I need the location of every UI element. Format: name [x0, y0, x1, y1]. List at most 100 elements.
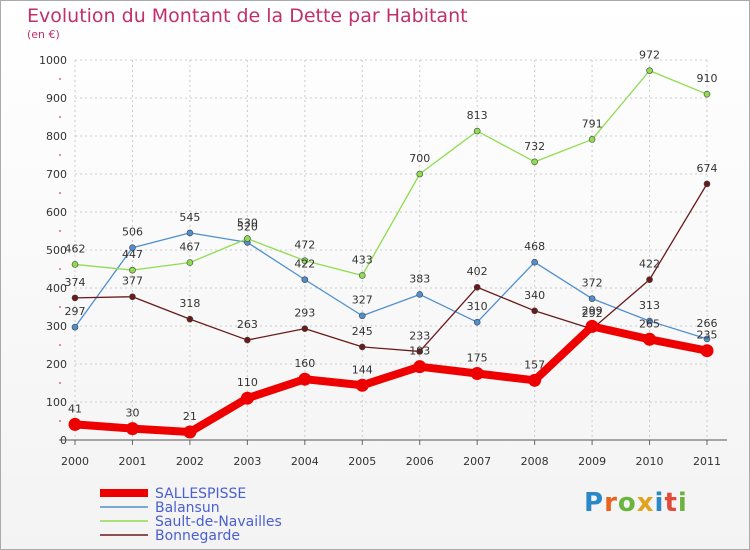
y-tick-label: 400 — [46, 282, 67, 295]
data-label: 245 — [352, 325, 373, 338]
data-label: 530 — [237, 217, 258, 230]
x-tick-label: 2004 — [291, 455, 319, 468]
data-label: 160 — [294, 357, 315, 370]
data-point — [301, 276, 309, 283]
x-tick-label: 2002 — [176, 455, 204, 468]
data-point — [71, 294, 79, 302]
data-point — [71, 323, 79, 331]
data-label: 520 — [237, 220, 258, 233]
x-tick-label: 2000 — [61, 455, 89, 468]
data-point — [358, 272, 366, 279]
data-label: 340 — [524, 289, 545, 302]
y-tick-label: 600 — [46, 206, 67, 219]
data-point — [355, 378, 369, 392]
proxiti-logo[interactable]: Proxiti — [584, 488, 688, 518]
x-tick-label: 2003 — [233, 455, 261, 468]
data-point — [244, 235, 251, 242]
data-point — [531, 158, 538, 166]
data-label: 700 — [409, 152, 430, 165]
data-label: 791 — [582, 117, 603, 130]
legend-label: Bonnegarde — [155, 528, 240, 544]
data-point — [470, 367, 484, 380]
x-tick-label: 2010 — [636, 455, 664, 468]
data-labels-layer: 297 506 545 520 422 327 383 310 468 372 313 266 462 4… — [65, 49, 718, 423]
data-point — [301, 325, 309, 332]
data-label: 972 — [639, 49, 660, 62]
data-point — [646, 276, 653, 283]
data-label: 30 — [125, 407, 139, 420]
data-point — [244, 336, 251, 344]
data-label: 263 — [237, 318, 258, 331]
data-label: 310 — [467, 300, 488, 313]
data-point — [129, 293, 136, 301]
data-label: 157 — [524, 358, 545, 371]
data-point — [186, 315, 194, 323]
data-point — [125, 422, 139, 436]
x-tick-label: 2008 — [521, 455, 549, 468]
y-tick-label: 300 — [46, 320, 67, 333]
data-label: 41 — [68, 402, 82, 415]
data-label: 674 — [697, 162, 718, 175]
data-label: 175 — [467, 352, 488, 365]
data-point — [473, 318, 481, 326]
data-point — [703, 335, 711, 343]
data-label: 110 — [237, 376, 258, 389]
data-label: 327 — [352, 294, 373, 307]
axes: 0100200300400500600700800900100020002001… — [39, 54, 727, 468]
legend-label: Sault-de-Navailles — [155, 514, 282, 530]
series-line-bonnegarde — [74, 183, 708, 353]
data-point — [240, 391, 254, 405]
data-point — [703, 180, 711, 188]
data-point — [531, 258, 538, 266]
data-label: 383 — [409, 272, 430, 285]
legend-label: Balansun — [155, 500, 220, 516]
data-label: 467 — [179, 241, 200, 254]
data-point — [585, 319, 599, 333]
data-point — [700, 344, 714, 358]
data-point — [643, 332, 657, 346]
data-label: 265 — [639, 317, 660, 330]
series-layer — [68, 67, 714, 439]
data-label: 374 — [65, 276, 86, 289]
data-label: 21 — [183, 410, 197, 423]
data-point — [129, 244, 136, 252]
data-point — [416, 291, 424, 298]
data-label: 293 — [294, 307, 315, 320]
data-point — [71, 261, 79, 268]
data-point — [528, 373, 542, 387]
series-line-sallespisse — [71, 322, 711, 437]
legend-label: SALLESPISSE — [155, 486, 246, 502]
y-tick-label: 800 — [46, 130, 67, 143]
data-label: 447 — [122, 248, 143, 261]
data-label: 433 — [352, 253, 373, 266]
data-label: 732 — [524, 140, 545, 153]
data-label: 422 — [639, 258, 660, 271]
x-tick-label: 2005 — [348, 455, 376, 468]
data-point — [416, 170, 424, 178]
data-point — [473, 283, 481, 291]
legend: SALLESPISSEBalansunSault-de-NavaillesBon… — [100, 486, 282, 544]
data-label: 545 — [179, 211, 200, 224]
data-label: 144 — [352, 363, 373, 376]
data-label: 235 — [697, 329, 718, 342]
data-point — [646, 67, 653, 74]
x-tick-label: 2011 — [693, 455, 721, 468]
data-point — [473, 127, 481, 135]
data-label: 313 — [639, 299, 660, 312]
x-tick-label: 2007 — [463, 455, 491, 468]
data-label: 372 — [582, 277, 603, 290]
data-point — [646, 317, 653, 325]
data-label: 299 — [582, 304, 603, 317]
data-label: 292 — [582, 307, 603, 320]
data-label: 422 — [294, 258, 315, 271]
y-tick-label: 200 — [46, 358, 67, 371]
y-tick-label: 900 — [46, 92, 67, 105]
data-point — [703, 90, 711, 98]
data-label: 297 — [65, 305, 86, 318]
data-point — [358, 312, 366, 320]
data-label: 233 — [409, 329, 430, 342]
data-label: 266 — [697, 317, 718, 330]
data-label: 468 — [524, 240, 545, 253]
y-tick-label: 100 — [46, 396, 67, 409]
